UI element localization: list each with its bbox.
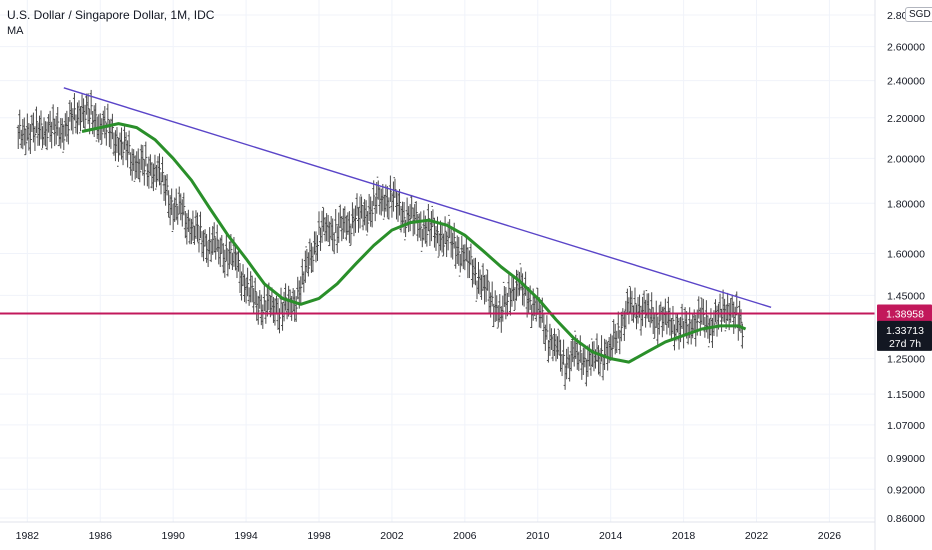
x-tick-label: 2026 [818, 530, 842, 542]
y-tick-label: 2.60000 [887, 42, 925, 54]
y-tick-label: 1.25000 [887, 354, 925, 366]
x-tick-label: 1998 [307, 530, 331, 542]
x-tick-label: 1982 [16, 530, 40, 542]
last-price-label: 1.33713 [886, 325, 924, 337]
chart-grid [0, 0, 875, 522]
x-tick-label: 2006 [453, 530, 477, 542]
horizontal-line-price-box [877, 304, 932, 322]
y-tick-label: 1.15000 [887, 389, 925, 401]
y-tick-label: 1.60000 [887, 248, 925, 260]
indicator-legend[interactable]: MA [7, 25, 24, 37]
drawing-lines[interactable] [0, 87, 875, 315]
chart-title: U.S. Dollar / Singapore Dollar, 1M, IDC [7, 8, 215, 22]
currency-badge[interactable]: SGD [905, 7, 932, 22]
y-tick-label: 1.45000 [887, 290, 925, 302]
moving-average-line [81, 122, 747, 364]
price-bars-series [16, 89, 744, 390]
y-tick-label: 1.07000 [887, 420, 925, 432]
x-tick-label: 1990 [161, 530, 185, 542]
x-tick-label: 2010 [526, 530, 550, 542]
y-tick-label: 2.20000 [887, 113, 925, 125]
y-tick-label: 2.00000 [887, 153, 925, 165]
y-tick-label: 2.40000 [887, 76, 925, 88]
y-tick-label: 1.80000 [887, 198, 925, 210]
y-tick-label: 0.92000 [887, 484, 925, 496]
moving-average-series [81, 122, 747, 364]
last-price-box [877, 320, 932, 351]
x-tick-label: 2002 [380, 530, 404, 542]
time-axis[interactable]: 1982 1986 1990 1994 1998 2002 2006 2010 2014 2018… [0, 521, 875, 542]
x-tick-label: 1994 [234, 530, 258, 542]
bar-countdown-label: 27d 7h [889, 338, 921, 350]
x-tick-label: 2014 [599, 530, 623, 542]
x-tick-label: 1986 [89, 530, 113, 542]
x-tick-label: 2018 [672, 530, 696, 542]
y-tick-label: 0.99000 [887, 453, 925, 465]
trend-line [63, 87, 772, 308]
horizontal-line-price-label: 1.38958 [886, 309, 924, 321]
x-tick-label: 2022 [745, 530, 769, 542]
price-axis[interactable]: 2.800002.600002.400002.200002.000001.800… [874, 0, 925, 550]
y-tick-label: 0.86000 [887, 513, 925, 525]
